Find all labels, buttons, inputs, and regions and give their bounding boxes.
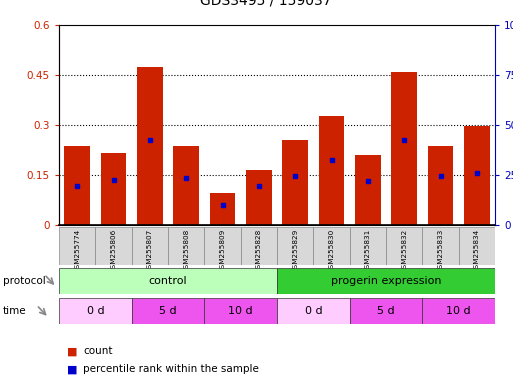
Bar: [132, 227, 168, 265]
Bar: [355, 155, 381, 225]
Text: 10 d: 10 d: [228, 306, 253, 316]
Text: GSM255809: GSM255809: [220, 228, 226, 273]
Text: ■: ■: [67, 346, 77, 356]
Bar: [132, 298, 204, 324]
Text: progerin expression: progerin expression: [331, 276, 441, 286]
Bar: [241, 227, 277, 265]
Bar: [386, 227, 422, 265]
Text: GSM255834: GSM255834: [474, 228, 480, 273]
Text: GSM255806: GSM255806: [110, 228, 116, 273]
Bar: [319, 116, 344, 225]
Text: time: time: [3, 306, 26, 316]
Bar: [459, 227, 495, 265]
Bar: [173, 146, 199, 225]
Text: percentile rank within the sample: percentile rank within the sample: [83, 364, 259, 374]
Bar: [246, 170, 271, 225]
Text: protocol: protocol: [3, 276, 45, 286]
Bar: [350, 298, 422, 324]
Bar: [204, 298, 277, 324]
Text: 10 d: 10 d: [446, 306, 471, 316]
Text: GSM255774: GSM255774: [74, 228, 80, 273]
Text: GSM255833: GSM255833: [438, 228, 444, 273]
Text: 5 d: 5 d: [377, 306, 395, 316]
Bar: [391, 71, 417, 225]
Bar: [277, 298, 350, 324]
Text: 0 d: 0 d: [305, 306, 322, 316]
Bar: [95, 227, 132, 265]
Text: 5 d: 5 d: [159, 306, 177, 316]
Bar: [422, 227, 459, 265]
Bar: [65, 146, 90, 225]
Bar: [277, 227, 313, 265]
Text: 0 d: 0 d: [87, 306, 104, 316]
Bar: [313, 227, 350, 265]
Text: ■: ■: [67, 364, 77, 374]
Bar: [59, 227, 95, 265]
Bar: [210, 193, 235, 225]
Bar: [168, 227, 204, 265]
Text: GSM255807: GSM255807: [147, 228, 153, 273]
Bar: [59, 268, 277, 294]
Text: GSM255829: GSM255829: [292, 228, 298, 273]
Bar: [101, 153, 126, 225]
Text: GSM255831: GSM255831: [365, 228, 371, 273]
Bar: [422, 298, 495, 324]
Text: GDS3495 / 159037: GDS3495 / 159037: [200, 0, 331, 8]
Text: control: control: [149, 276, 187, 286]
Bar: [428, 146, 453, 225]
Text: GSM255830: GSM255830: [328, 228, 334, 273]
Text: GSM255808: GSM255808: [183, 228, 189, 273]
Bar: [350, 227, 386, 265]
Bar: [283, 140, 308, 225]
Bar: [59, 298, 132, 324]
Bar: [137, 66, 163, 225]
Bar: [204, 227, 241, 265]
Text: count: count: [83, 346, 113, 356]
Bar: [464, 126, 489, 225]
Text: GSM255828: GSM255828: [256, 228, 262, 273]
Bar: [277, 268, 495, 294]
Text: GSM255832: GSM255832: [401, 228, 407, 273]
